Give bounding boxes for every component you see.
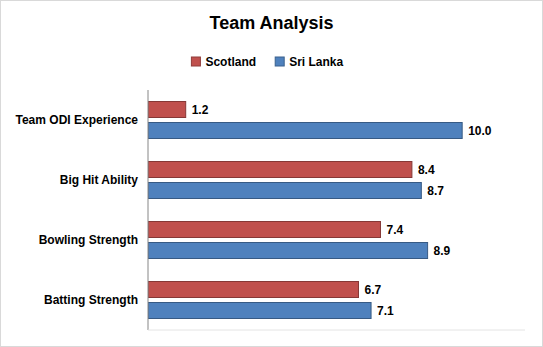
legend-label: Scotland [205,55,256,69]
legend-swatch [191,57,200,66]
bar [148,123,462,139]
bars [148,102,462,319]
category-label: Batting Strength [44,293,138,307]
chart-container: Team Analysis Scotland Sri Lanka 1.2 10.0 8.4… [0,0,543,347]
data-label: 8.7 [427,184,444,198]
data-label: 8.9 [434,244,451,258]
bar [148,282,358,298]
category-label: Team ODI Experience [16,113,139,127]
value-axis [148,330,525,331]
data-label: 1.2 [192,103,209,117]
data-label: 10.0 [468,124,492,138]
category-axis [148,90,149,330]
data-labels: 1.2 10.0 8.4 8.7 7.4 8.9 6.7 7.1 [192,103,492,318]
data-label: 8.4 [418,163,435,177]
legend-label: Sri Lanka [289,55,343,69]
chart-svg: Team Analysis Scotland Sri Lanka 1.2 10.0 8.4… [0,0,543,347]
category-label: Big Hit Ability [60,173,139,187]
legend: Scotland Sri Lanka [191,55,343,69]
category-labels: Team ODI Experience Big Hit Ability Bowlin… [16,113,139,307]
legend-swatch [275,57,284,66]
data-label: 7.4 [386,223,403,237]
bar [148,303,371,319]
bar [148,162,412,178]
bar [148,183,421,199]
data-label: 7.1 [377,304,394,318]
category-label: Bowling Strength [39,233,138,247]
bar [148,102,186,118]
chart-title: Team Analysis [209,13,333,33]
chart-frame [1,1,543,347]
bar [148,243,428,259]
data-label: 6.7 [364,283,381,297]
bar [148,222,380,238]
